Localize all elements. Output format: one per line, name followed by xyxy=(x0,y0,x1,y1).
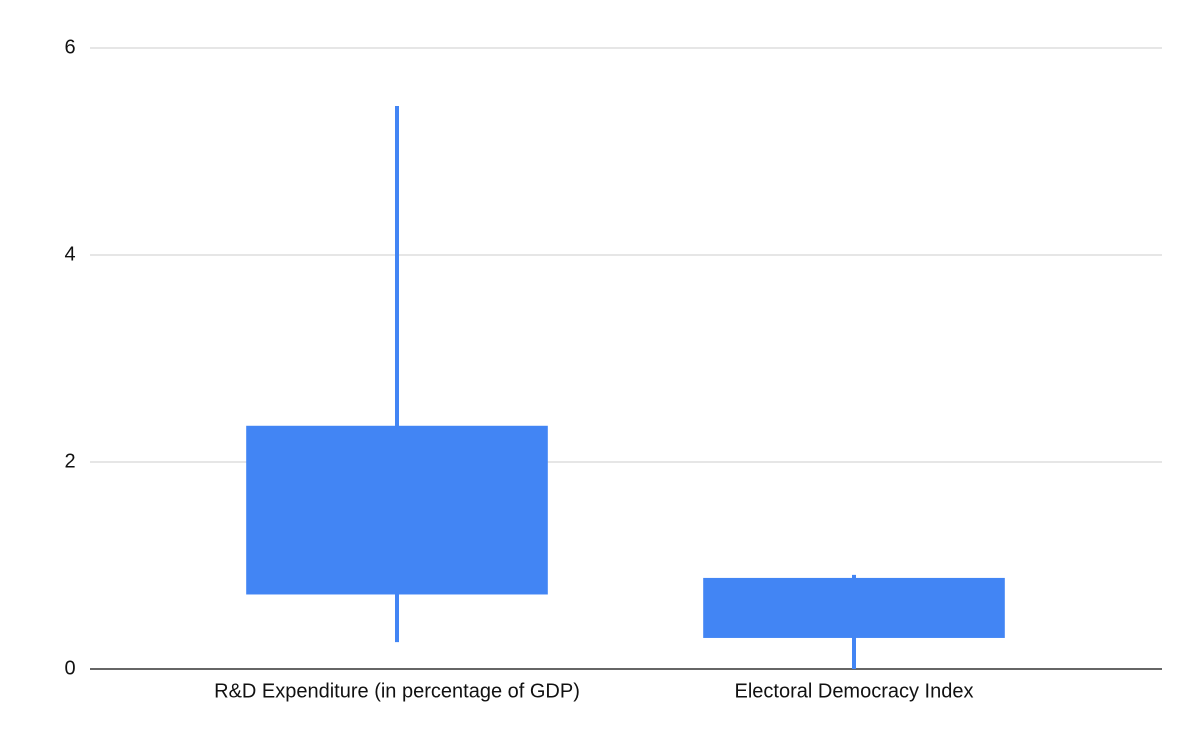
candle-body xyxy=(703,577,1005,638)
y-tick-label: 4 xyxy=(64,243,75,265)
y-tick-label: 2 xyxy=(64,450,75,472)
candle-body xyxy=(246,425,548,595)
x-tick-label: R&D Expenditure (in percentage of GDP) xyxy=(214,680,580,702)
y-tick-label: 0 xyxy=(64,657,75,679)
x-tick-label: Electoral Democracy Index xyxy=(735,680,974,702)
y-tick-label: 6 xyxy=(64,36,75,58)
